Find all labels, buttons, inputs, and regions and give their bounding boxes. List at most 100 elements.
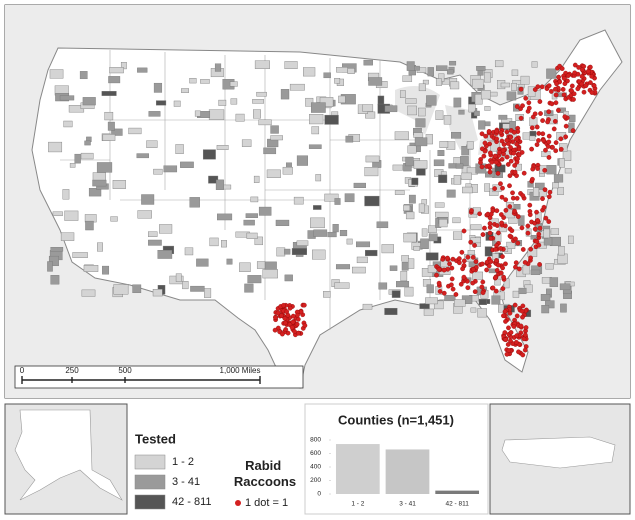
raccoon-dot (285, 312, 291, 318)
county (215, 179, 224, 190)
county (128, 127, 142, 135)
raccoon-dot (514, 141, 520, 147)
county (338, 95, 346, 104)
county (247, 275, 262, 284)
raccoon-dot (520, 314, 525, 320)
raccoon-dot (511, 324, 517, 329)
raccoon-dot (561, 92, 567, 98)
county (437, 150, 445, 157)
dot-legend-title: Raccoons (234, 474, 296, 489)
county (79, 71, 88, 80)
raccoon-dot (562, 114, 568, 120)
county (351, 266, 366, 274)
raccoon-dot (500, 286, 506, 291)
raccoon-dot (504, 154, 510, 160)
county (258, 206, 272, 216)
raccoon-dot (513, 264, 518, 270)
county (484, 183, 491, 192)
county (520, 75, 530, 85)
raccoon-dot (503, 319, 508, 324)
county (244, 283, 254, 293)
raccoon-dot (515, 240, 521, 246)
raccoon-dot (290, 319, 296, 325)
county (494, 60, 504, 68)
county (559, 283, 571, 291)
raccoon-dot (579, 74, 585, 79)
raccoon-dot (480, 279, 486, 285)
scale-bar-box (14, 365, 304, 389)
county (284, 61, 298, 70)
county (376, 221, 389, 229)
county (356, 256, 368, 264)
county (503, 278, 510, 289)
raccoon-dot (479, 164, 485, 170)
county (252, 99, 264, 104)
county (309, 114, 324, 125)
raccoon-dot (507, 204, 513, 209)
county (74, 153, 81, 164)
county (69, 163, 76, 168)
raccoon-dot (562, 81, 568, 87)
raccoon-dot (503, 337, 509, 343)
raccoon-dot (508, 145, 513, 150)
raccoon-dot (498, 130, 504, 135)
county (62, 189, 70, 200)
raccoon-dots (272, 62, 598, 358)
raccoon-dot (511, 150, 517, 156)
county (455, 163, 464, 169)
raccoon-dot (550, 144, 555, 150)
county (256, 91, 267, 97)
county (148, 239, 162, 246)
raccoon-dot (530, 176, 535, 182)
raccoon-dot (528, 255, 533, 261)
raccoon-dot (282, 320, 288, 326)
county (436, 65, 448, 71)
raccoon-dot (518, 323, 524, 329)
county (363, 59, 373, 66)
county (449, 81, 460, 90)
county (402, 75, 413, 82)
raccoon-dot (519, 225, 525, 231)
raccoon-dot (493, 288, 499, 294)
county (353, 182, 366, 189)
county (450, 132, 462, 139)
county (315, 174, 322, 182)
raccoon-dot (571, 91, 577, 97)
raccoon-dot (503, 207, 509, 213)
county (476, 66, 486, 71)
county (102, 134, 116, 141)
county (108, 76, 121, 84)
county (549, 277, 559, 287)
county (313, 205, 322, 210)
county (157, 250, 173, 259)
county (267, 138, 279, 148)
county (110, 216, 118, 222)
county (323, 72, 331, 79)
raccoon-dot (540, 118, 545, 123)
county (88, 188, 102, 197)
county (454, 299, 466, 307)
county (435, 211, 449, 218)
raccoon-dot (273, 315, 278, 320)
raccoon-dot (461, 274, 467, 280)
county (534, 182, 545, 190)
county (266, 169, 281, 178)
raccoon-dot (520, 303, 526, 309)
dot-symbol (235, 500, 241, 506)
raccoon-dot (543, 215, 549, 221)
bar (435, 490, 480, 494)
county (384, 105, 398, 113)
raccoon-dot (456, 256, 462, 261)
raccoon-dot (501, 142, 507, 147)
county (391, 290, 401, 298)
raccoon-dot (542, 187, 548, 193)
county (356, 241, 371, 248)
county (276, 247, 286, 257)
dot-legend-title: Rabid (245, 458, 281, 473)
raccoon-dot (570, 128, 576, 133)
county (568, 122, 575, 133)
county (413, 246, 420, 251)
county (506, 241, 516, 249)
county (85, 220, 94, 231)
county (541, 305, 550, 314)
